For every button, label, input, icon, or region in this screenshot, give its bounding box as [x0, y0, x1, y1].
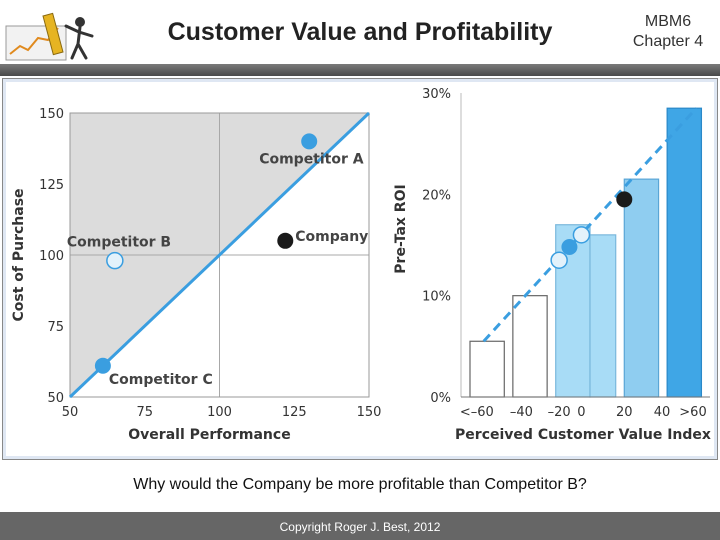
roi-chart: 0% 10% 20% 30% <–60 –40 –20 0 20 40 >60 Pre-Tax R…	[393, 82, 714, 456]
roi-x-ticks: <–60 –40 –20 0 20 40 >60	[460, 405, 707, 420]
roi-y-tick-label: 0%	[430, 391, 451, 406]
copyright-text: Copyright Roger J. Best, 2012	[279, 520, 441, 534]
value-map-x-tick-label: 75	[136, 405, 153, 420]
chapter-label: Chapter 4	[632, 33, 704, 50]
roi-bar	[666, 107, 703, 398]
roi-bar	[589, 234, 617, 398]
footer-bar	[0, 512, 720, 540]
value-map-point-label: Competitor A	[259, 151, 364, 167]
course-code: MBM6	[644, 13, 692, 30]
value-map-y-tick-label: 50	[47, 391, 64, 406]
value-map-y-ticks: 50 75 100 125 150	[39, 107, 64, 406]
value-map-y-tick-label: 100	[39, 249, 64, 264]
value-map-point	[277, 232, 294, 249]
value-map-point-label: Competitor C	[109, 372, 213, 388]
roi-y-tick-label: 10%	[422, 290, 451, 305]
roi-bar	[512, 295, 548, 398]
roi-x-tick-label: –20	[548, 405, 571, 420]
roi-y-tick-label: 30%	[422, 87, 451, 102]
value-map-point-label: Company	[295, 229, 368, 245]
value-map-point	[94, 357, 111, 374]
value-map-point-label: Competitor B	[67, 235, 171, 251]
roi-x-tick-label: <–60	[460, 405, 494, 420]
fair-value-line	[68, 111, 371, 399]
value-map-y-tick-label: 150	[39, 107, 64, 122]
value-map-points: Competitor A Company Competitor B Competito…	[67, 133, 368, 388]
discussion-question: Why would the Company be more profitable…	[0, 476, 720, 494]
roi-trend-line	[482, 107, 698, 343]
question-prefix: Why would the Company be	[133, 476, 338, 493]
value-map-frame	[69, 112, 370, 398]
value-map-point	[301, 133, 318, 150]
roi-bar	[469, 340, 505, 398]
roi-point	[572, 226, 591, 244]
roi-x-tick-label: >60	[679, 405, 706, 420]
roi-x-axis-label: Perceived Customer Value Index	[455, 427, 711, 443]
roi-y-ticks: 0% 10% 20% 30%	[422, 87, 451, 406]
value-map-y-tick-label: 75	[47, 320, 64, 335]
figure-panel: 50 75 100 125 150 50 75 100 125 150 Cost of Purc…	[2, 78, 718, 460]
value-map-y-axis-label: Cost of Purchase	[11, 188, 27, 321]
value-map-x-tick-label: 125	[282, 405, 307, 420]
slide-title: Customer Value and Profitability	[167, 18, 553, 46]
roi-point	[616, 191, 633, 208]
roi-y-tick-label: 20%	[422, 188, 451, 203]
course-label: MBM6 Chapter 4	[620, 12, 716, 52]
value-map-point	[106, 251, 124, 270]
roi-bars	[469, 107, 703, 398]
value-map-chart: 50 75 100 125 150 50 75 100 125 150 Cost of Purc…	[6, 82, 401, 456]
roi-point	[561, 239, 578, 256]
value-map-y-tick-label: 125	[39, 178, 64, 193]
value-map-x-tick-label: 50	[62, 405, 79, 420]
roi-point	[550, 251, 568, 269]
question-emphasis: more profitable	[337, 476, 445, 493]
figure-charts: 50 75 100 125 150 50 75 100 125 150 Cost of Purc…	[6, 82, 714, 456]
roi-y-axis-label: Pre-Tax ROI	[393, 184, 409, 273]
value-map-x-ticks: 50 75 100 125 150	[62, 405, 382, 420]
value-map-x-axis-label: Overall Performance	[128, 427, 290, 443]
roi-x-tick-label: 40	[654, 405, 671, 420]
roi-bar	[623, 178, 660, 398]
value-map-x-tick-label: 150	[357, 405, 382, 420]
header-divider	[0, 64, 720, 76]
roi-x-tick-label: 20	[616, 405, 633, 420]
growth-chart-logo-icon	[5, 12, 94, 61]
roi-x-tick-label: 0	[577, 405, 585, 420]
slide-header: Customer Value and Profitability MBM6 Ch…	[0, 0, 720, 68]
roi-points	[550, 191, 633, 269]
question-suffix: than Competitor B?	[444, 476, 587, 493]
value-map-x-tick-label: 100	[207, 405, 232, 420]
roi-x-tick-label: –40	[510, 405, 533, 420]
